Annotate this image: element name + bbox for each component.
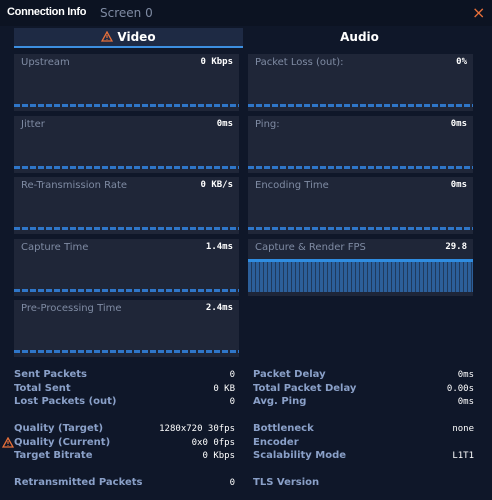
stat-value: 0ms — [457, 370, 474, 380]
stat-label: Lost Packets (out) — [14, 396, 117, 407]
stat-label: Sent Packets — [14, 369, 87, 380]
close-button[interactable]: × — [472, 3, 486, 22]
stat-value: 0ms — [457, 397, 474, 407]
graph-card: Capture & Render FPS 29.8 — [248, 238, 473, 296]
header — [0, 0, 492, 26]
graph-label: Jitter — [21, 118, 45, 130]
title: Connection Info — [7, 6, 87, 18]
graph-value: 2.4ms — [205, 303, 233, 313]
graph-value: 29.8 — [445, 241, 467, 252]
graph-card: Packet Loss (out): 0% — [248, 54, 473, 111]
stat-label: Quality (Current) — [14, 436, 111, 448]
tab-audio[interactable]: Audio — [245, 28, 474, 46]
stat-label: TLS Version — [253, 477, 320, 488]
stat-value: L1T1 — [452, 451, 474, 461]
stat-label: Avg. Ping — [253, 396, 307, 407]
stat-label: Bottleneck — [253, 423, 314, 434]
graph-label: Capture Time — [21, 241, 89, 253]
graph-value: 0ms — [216, 118, 233, 129]
stat-label: Total Sent — [14, 382, 71, 394]
stat-value: 0 — [229, 370, 235, 380]
stat-value: 0 — [229, 397, 235, 407]
graph-label: Upstream — [21, 57, 70, 68]
graph-label: Packet Loss (out): — [255, 57, 344, 68]
graph-card: Ping: 0ms — [248, 115, 473, 173]
warning-icon — [2, 437, 14, 448]
stat-label: Retransmitted Packets — [14, 477, 143, 488]
graph-card: Pre-Processing Time 2.4ms — [14, 300, 239, 357]
stat-value: 0 KB — [213, 383, 235, 394]
graph-label: Encoding Time — [255, 180, 329, 191]
warning-icon — [101, 30, 114, 42]
stat-value: 0 — [229, 478, 235, 488]
stat-label: Encoder — [253, 436, 299, 448]
graph-card: Upstream 0 Kbps — [14, 54, 239, 111]
stat-value: 0.00s — [446, 383, 474, 394]
graph-label: Ping: — [255, 118, 280, 130]
tab-label: Video — [117, 30, 156, 44]
tab-label: Audio — [340, 30, 379, 44]
graph-card: Jitter 0ms — [14, 115, 239, 173]
stat-value: 0x0 0fps — [191, 437, 235, 448]
graph-value: 0% — [456, 57, 467, 67]
stat-value: none — [452, 424, 474, 434]
graph-label: Capture & Render FPS — [255, 241, 366, 253]
stat-label: Scalability Mode — [253, 450, 347, 461]
graph-label: Pre-Processing Time — [21, 303, 122, 314]
graph-card: Capture Time 1.4ms — [14, 238, 239, 296]
stat-label: Quality (Target) — [14, 423, 104, 434]
graph-label: Re-Transmission Rate — [21, 180, 128, 191]
graph-value: 0ms — [450, 180, 467, 190]
graph-value: 1.4ms — [205, 241, 233, 252]
graph-value: 0 Kbps — [200, 57, 233, 67]
subtitle: Screen 0 — [100, 6, 153, 20]
graph-card: Encoding Time 0ms — [248, 177, 473, 234]
graph-card: Re-Transmission Rate 0 KB/s — [14, 177, 239, 234]
graph-value: 0ms — [450, 118, 467, 129]
graph-value: 0 KB/s — [200, 180, 233, 190]
stat-label: Target Bitrate — [14, 450, 93, 461]
stat-value: 1280x720 30fps — [159, 424, 235, 434]
stat-value: 0 Kbps — [202, 451, 235, 461]
tab-video[interactable]: Video — [14, 28, 243, 48]
stat-label: Packet Delay — [253, 369, 326, 380]
stat-label: Total Packet Delay — [253, 382, 357, 394]
